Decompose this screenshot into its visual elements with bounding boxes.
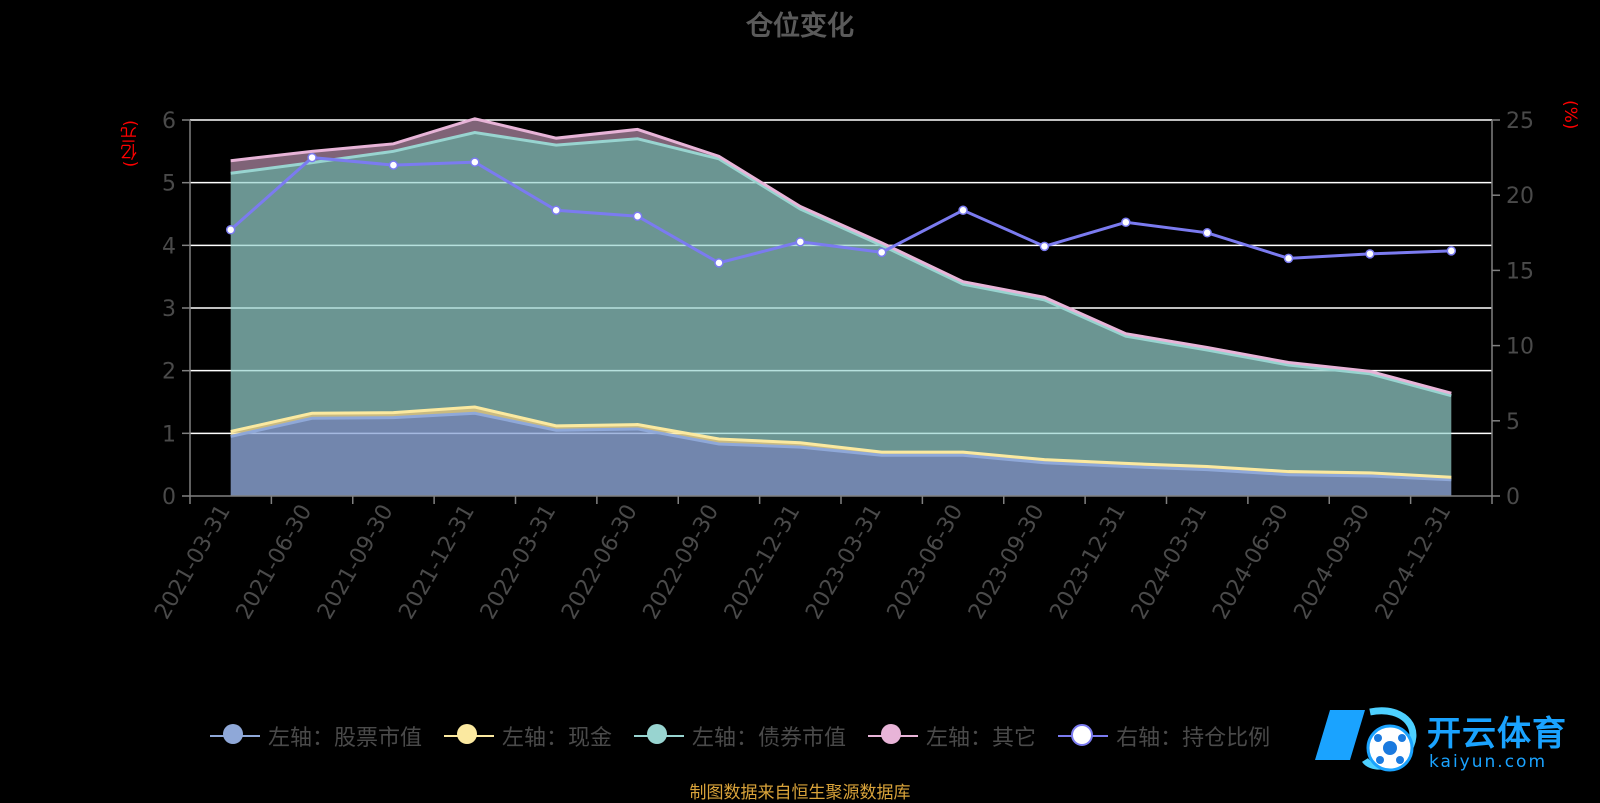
right-axis-tick-label: 5 <box>1506 410 1520 435</box>
x-axis-tick-label: 2021-12-31 <box>394 501 480 624</box>
x-axis-tick-label: 2023-12-31 <box>1045 501 1131 624</box>
ratio-point <box>1202 228 1212 238</box>
left-axis-tick-label: 2 <box>162 360 176 385</box>
x-axis-tick-label: 2023-03-31 <box>801 501 887 624</box>
legend-label-bond: 左轴：债券市值 <box>692 726 847 751</box>
ratio-point <box>470 157 480 167</box>
ratio-point <box>1446 246 1457 256</box>
x-axis-tick-label: 2021-06-30 <box>232 501 318 624</box>
area-bond <box>230 132 1452 478</box>
x-axis-tick-label: 2022-09-30 <box>639 501 725 624</box>
ratio-point <box>958 205 968 215</box>
series-line-bond <box>230 131 1452 398</box>
ratio-point <box>1039 241 1050 252</box>
x-axis-tick-label: 2022-06-30 <box>557 501 643 624</box>
x-axis-tick-label: 2024-12-31 <box>1371 501 1457 624</box>
right-axis-tick-label: 15 <box>1506 259 1534 284</box>
ratio-point <box>1121 217 1131 228</box>
series-line-stock <box>230 411 1452 482</box>
chart-legend: 左轴：股票市值 左轴：现金 左轴：债券市值 左轴：其它 右轴：持仓比例 <box>210 716 1292 756</box>
right-axis-unit: (%) <box>1560 100 1580 130</box>
x-axis-tick-label: 2022-03-31 <box>476 501 562 624</box>
legend-item-ratio[interactable]: 右轴：持仓比例 <box>1058 720 1270 752</box>
series-line-other <box>230 117 1452 395</box>
x-axis-tick-label: 2021-03-31 <box>150 501 236 624</box>
ratio-point <box>714 258 724 268</box>
series-line-cash <box>230 405 1452 479</box>
left-axis-tick-label: 4 <box>162 234 176 259</box>
left-axis-tick-label: 3 <box>162 297 176 322</box>
legend-label-ratio: 右轴：持仓比例 <box>1116 726 1271 751</box>
chart-title: 仓位变化 <box>746 11 854 42</box>
left-axis-tick-label: 0 <box>162 485 176 510</box>
left-axis-tick-label: 5 <box>162 172 176 197</box>
right-axis-tick-label: 25 <box>1506 109 1534 134</box>
legend-marker-cash <box>444 722 495 750</box>
legend-item-stock[interactable]: 左轴：股票市值 <box>210 720 422 752</box>
ratio-point <box>225 225 236 235</box>
watermark-logo <box>1315 707 1417 772</box>
legend-marker-stock <box>210 722 260 750</box>
ratio-point <box>388 160 399 170</box>
right-axis-tick-label: 0 <box>1506 485 1520 510</box>
legend-marker-ratio <box>1058 722 1109 750</box>
left-axis-tick-label: 6 <box>162 109 176 134</box>
soccer-ball-logo-icon <box>1315 707 1417 772</box>
legend-item-cash[interactable]: 左轴：现金 <box>444 720 612 752</box>
x-axis-tick-label: 2024-09-30 <box>1290 501 1376 624</box>
series-line-ratio <box>229 156 1452 265</box>
ratio-point <box>795 237 806 247</box>
x-axis-tick-label: 2024-06-30 <box>1208 501 1294 624</box>
ratio-point <box>632 211 643 222</box>
right-axis-tick-label: 20 <box>1506 184 1534 209</box>
legend-item-other[interactable]: 左轴：其它 <box>868 720 1036 752</box>
left-axis-tick-label: 1 <box>162 422 176 447</box>
ratio-point <box>1283 253 1294 264</box>
ratio-point <box>876 247 887 258</box>
legend-item-bond[interactable]: 左轴：债券市值 <box>634 720 846 752</box>
watermark-brand: 开云体育 <box>1427 714 1567 754</box>
data-source-note: 制图数据来自恒生聚源数据库 <box>689 783 911 803</box>
right-axis-tick-label: 10 <box>1506 335 1534 360</box>
x-axis-tick-label: 2023-09-30 <box>964 501 1050 624</box>
ratio-point <box>1365 249 1375 259</box>
legend-marker-bond <box>634 722 685 750</box>
legend-label-other: 左轴：其它 <box>926 726 1037 751</box>
legend-marker-other <box>868 722 919 750</box>
ratio-point <box>307 152 317 163</box>
area-stock <box>230 413 1452 496</box>
ratio-point <box>551 205 561 215</box>
legend-label-stock: 左轴：股票市值 <box>268 726 423 751</box>
x-axis-tick-label: 2023-06-30 <box>883 501 969 624</box>
legend-label-cash: 左轴：现金 <box>502 726 613 751</box>
x-axis-tick-label: 2021-09-30 <box>313 501 399 624</box>
position-change-chart: 012345605101520252021-03-312021-06-30202… <box>150 109 1534 624</box>
x-axis-tick-label: 2024-03-31 <box>1127 501 1213 624</box>
watermark-domain: kaiyun.com <box>1429 752 1548 772</box>
x-axis-tick-label: 2022-12-31 <box>720 501 806 624</box>
